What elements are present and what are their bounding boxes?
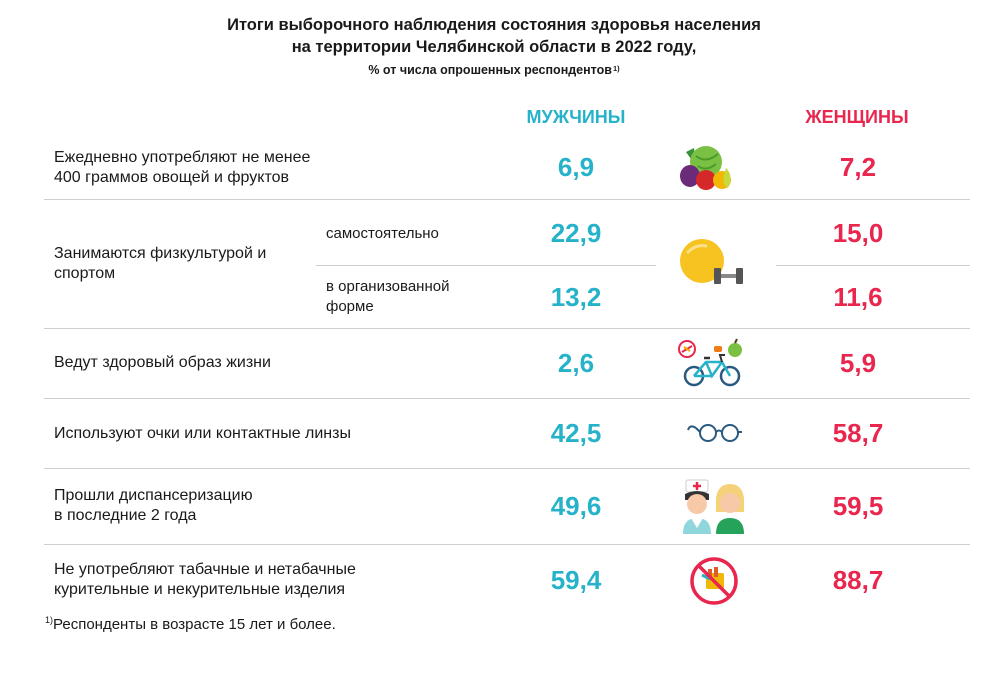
sport-subrow-divider-left	[316, 265, 656, 266]
row-checkup-women-value: 59,5	[832, 491, 884, 521]
row-healthy-women-value: 5,9	[839, 348, 877, 378]
row-healthy-label: Ведут здоровый образ жизни	[54, 354, 271, 371]
row-tobacco-men-value: 59,4	[550, 565, 602, 595]
doctor-patient-icon	[683, 479, 744, 534]
row-divider	[44, 544, 970, 545]
row-sport-self-men-value: 22,9	[550, 218, 602, 248]
column-header-men: МУЖЧИНЫ	[526, 107, 626, 127]
row-sport-self-women-value: 15,0	[832, 218, 884, 248]
row-divider	[44, 328, 970, 329]
row-sport-organized-label: в организованной форме	[326, 277, 449, 317]
row-tobacco-label: Не употребляют табачные и нетабачные кур…	[54, 560, 356, 600]
row-sport-label-line2: спортом	[54, 265, 116, 282]
row-tobacco-label-line1: Не употребляют табачные и нетабачные	[54, 561, 356, 578]
row-glasses-women-value: 58,7	[832, 418, 884, 448]
row-vegetables-label-line2: 400 граммов овощей и фруктов	[54, 169, 289, 186]
footnote: 1)Респонденты в возрасте 15 лет и более.	[44, 615, 336, 633]
page-title-line2: на территории Челябинской области в 2022…	[291, 38, 697, 56]
footnote-mark: 1)	[45, 615, 54, 625]
row-divider	[44, 398, 970, 399]
row-tobacco-women-value: 88,7	[832, 565, 884, 595]
row-sport-organized-women-value: 11,6	[833, 282, 883, 312]
subtitle-footnote-mark: 1)	[612, 64, 620, 73]
row-vegetables-label: Ежедневно употребляют не менее 400 грамм…	[54, 148, 310, 188]
bicycle-healthy-icon	[678, 338, 742, 387]
row-vegetables-men-value: 6,9	[557, 152, 595, 182]
row-glasses-men-value: 42,5	[550, 418, 602, 448]
page-subtitle: % от числа опрошенных респондентов1)	[0, 61, 988, 79]
row-checkup-label-line2: в последние 2 года	[54, 507, 197, 524]
row-vegetables-women-value: 7,2	[839, 152, 877, 182]
page-title: Итоги выборочного наблюдения состояния з…	[227, 16, 761, 34]
row-sport-self-label: самостоятельно	[326, 225, 439, 242]
row-checkup-label-line1: Прошли диспансеризацию	[54, 487, 253, 504]
row-divider	[44, 199, 970, 200]
fruits-vegetables-icon	[680, 146, 731, 190]
footnote-text: Респонденты в возрасте 15 лет и более.	[53, 616, 336, 633]
row-sport-label: Занимаются физкультурой и спортом	[54, 244, 266, 284]
row-sport-organized-men-value: 13,2	[550, 282, 602, 312]
row-divider	[44, 468, 970, 469]
glasses-icon	[687, 424, 742, 442]
row-glasses-label: Используют очки или контактные линзы	[54, 425, 351, 442]
row-sport-organized-label-line2: форме	[326, 298, 374, 315]
row-tobacco-label-line2: курительные и некурительные изделия	[54, 581, 346, 598]
row-checkup-label: Прошли диспансеризацию в последние 2 год…	[54, 486, 253, 526]
row-checkup-men-value: 49,6	[550, 491, 602, 521]
row-sport-organized-label-line1: в организованной	[326, 278, 450, 295]
row-sport-label-line1: Занимаются физкультурой и	[54, 245, 267, 262]
subtitle-text: % от числа опрошенных респондентов	[368, 63, 612, 77]
row-healthy-men-value: 2,6	[557, 348, 595, 378]
column-header-women: ЖЕНЩИНЫ	[805, 107, 909, 127]
fitness-ball-dumbbell-icon	[680, 239, 743, 284]
sport-subrow-divider-right	[776, 265, 970, 266]
no-smoking-icon	[690, 557, 738, 605]
row-vegetables-label-line1: Ежедневно употребляют не менее	[54, 149, 311, 166]
